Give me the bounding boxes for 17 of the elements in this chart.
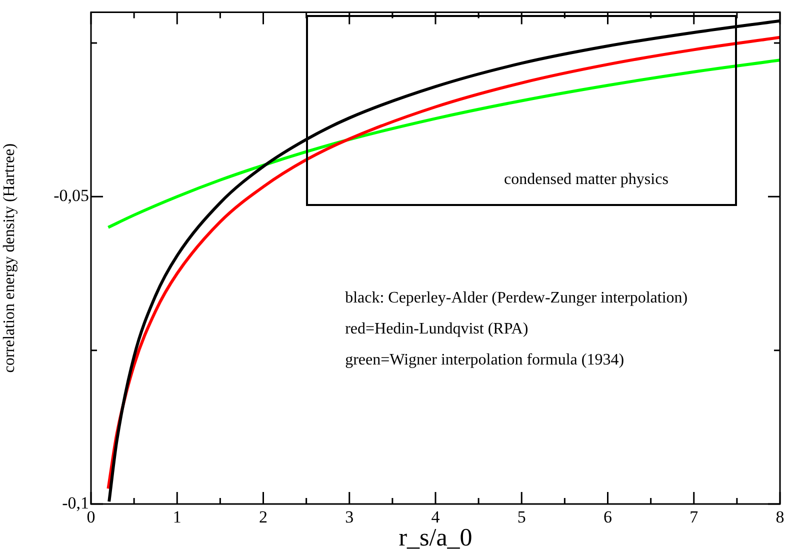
- x-tick-label: 0: [86, 508, 96, 527]
- x-tick-label: 3: [345, 508, 354, 527]
- x-tick-label: 6: [604, 508, 612, 527]
- y-tick-label: -0,05: [54, 186, 89, 206]
- x-tick-label: 5: [517, 508, 526, 527]
- y-tick-label: -0,1: [62, 493, 89, 512]
- annotation: red=Hedin-Lundqvist (RPA): [345, 320, 528, 338]
- annotation: green=Wigner interpolation formula (1934): [345, 351, 624, 368]
- x-tick-label: 8: [776, 508, 784, 527]
- x-tick-label: 1: [172, 508, 182, 527]
- x-tick-label: 7: [690, 508, 699, 527]
- y-axis-title: correlation energy density (Hartree): [0, 143, 18, 373]
- annotation: black: Ceperley-Alder (Perdew-Zunger interpolation): [345, 289, 688, 306]
- x-tick-label: 2: [259, 508, 268, 527]
- x-axis-title: r_s/a_0: [398, 524, 472, 552]
- annotation: condensed matter physics: [504, 171, 668, 188]
- x-tick-label: 4: [431, 508, 440, 527]
